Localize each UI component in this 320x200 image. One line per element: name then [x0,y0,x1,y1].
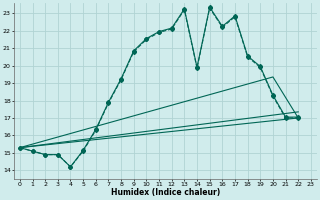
X-axis label: Humidex (Indice chaleur): Humidex (Indice chaleur) [111,188,220,197]
